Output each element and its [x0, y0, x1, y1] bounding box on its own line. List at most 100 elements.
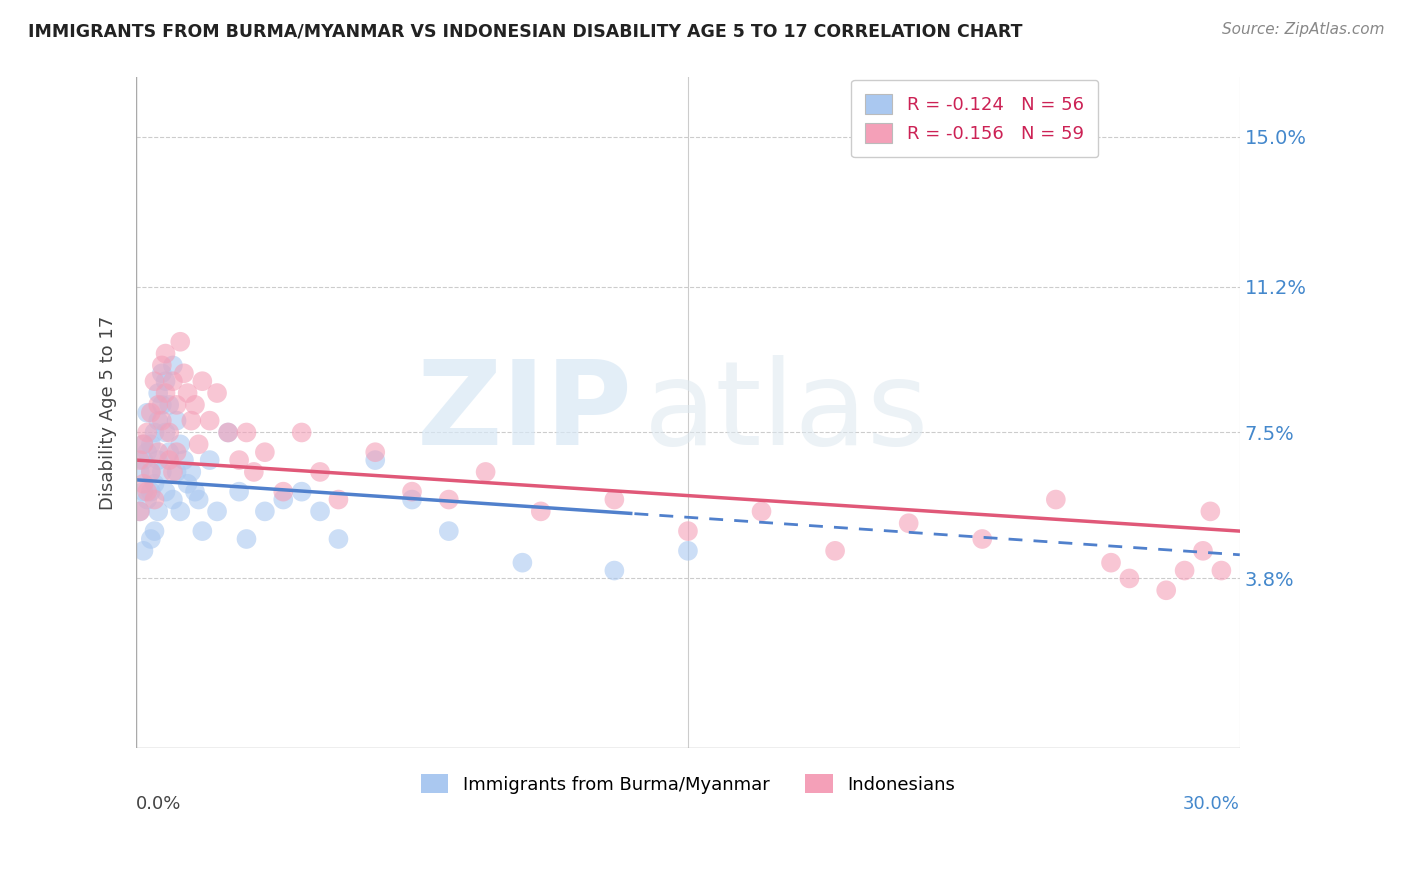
Point: [143, 374, 166, 388]
Point: [603, 492, 626, 507]
Point: [243, 465, 266, 479]
Point: [157, 445, 180, 459]
Point: [155, 484, 177, 499]
Point: [603, 564, 626, 578]
Point: [150, 359, 173, 373]
Point: [155, 374, 177, 388]
Point: [1045, 492, 1067, 507]
Point: [180, 414, 202, 428]
Point: [328, 492, 350, 507]
Point: [676, 524, 699, 538]
Point: [148, 445, 170, 459]
Point: [136, 406, 159, 420]
Point: [128, 504, 150, 518]
Point: [166, 445, 188, 459]
Point: [437, 492, 460, 507]
Point: [271, 492, 294, 507]
Point: [187, 492, 209, 507]
Point: [176, 386, 198, 401]
Point: [235, 532, 257, 546]
Point: [512, 556, 534, 570]
Point: [143, 425, 166, 440]
Point: [1154, 583, 1177, 598]
Point: [271, 484, 294, 499]
Point: [191, 374, 214, 388]
Point: [132, 437, 155, 451]
Point: [401, 484, 423, 499]
Text: IMMIGRANTS FROM BURMA/MYANMAR VS INDONESIAN DISABILITY AGE 5 TO 17 CORRELATION C: IMMIGRANTS FROM BURMA/MYANMAR VS INDONES…: [28, 22, 1022, 40]
Point: [136, 492, 159, 507]
Point: [198, 414, 221, 428]
Point: [173, 367, 195, 381]
Point: [143, 524, 166, 538]
Point: [751, 504, 773, 518]
Point: [173, 453, 195, 467]
Point: [132, 476, 155, 491]
Point: [169, 437, 191, 451]
Point: [132, 453, 155, 467]
Point: [364, 445, 387, 459]
Point: [309, 504, 332, 518]
Point: [162, 374, 184, 388]
Point: [1211, 564, 1233, 578]
Point: [228, 484, 250, 499]
Point: [139, 437, 162, 451]
Point: [169, 334, 191, 349]
Point: [169, 504, 191, 518]
Point: [253, 445, 276, 459]
Point: [217, 425, 239, 440]
Point: [437, 524, 460, 538]
Point: [897, 516, 920, 531]
Point: [162, 465, 184, 479]
Point: [166, 398, 188, 412]
Point: [139, 406, 162, 420]
Point: [132, 484, 155, 499]
Point: [291, 484, 314, 499]
Point: [291, 425, 314, 440]
Point: [205, 504, 228, 518]
Point: [128, 465, 150, 479]
Point: [162, 492, 184, 507]
Point: [1199, 504, 1222, 518]
Point: [401, 492, 423, 507]
Point: [180, 465, 202, 479]
Point: [1099, 556, 1122, 570]
Point: [139, 532, 162, 546]
Point: [184, 484, 207, 499]
Text: 30.0%: 30.0%: [1182, 796, 1240, 814]
Text: 0.0%: 0.0%: [136, 796, 181, 814]
Point: [150, 465, 173, 479]
Point: [676, 544, 699, 558]
Legend: Immigrants from Burma/Myanmar, Indonesians: Immigrants from Burma/Myanmar, Indonesia…: [412, 765, 965, 803]
Text: ZIP: ZIP: [416, 355, 633, 470]
Point: [155, 386, 177, 401]
Point: [1174, 564, 1197, 578]
Point: [253, 504, 276, 518]
Point: [157, 398, 180, 412]
Point: [148, 504, 170, 518]
Point: [148, 453, 170, 467]
Text: atlas: atlas: [644, 355, 929, 470]
Point: [132, 437, 155, 451]
Point: [474, 465, 496, 479]
Point: [155, 425, 177, 440]
Y-axis label: Disability Age 5 to 17: Disability Age 5 to 17: [100, 316, 117, 510]
Point: [191, 524, 214, 538]
Point: [198, 453, 221, 467]
Point: [824, 544, 846, 558]
Point: [136, 484, 159, 499]
Point: [328, 532, 350, 546]
Point: [139, 484, 162, 499]
Point: [155, 346, 177, 360]
Point: [148, 398, 170, 412]
Point: [228, 453, 250, 467]
Point: [143, 476, 166, 491]
Point: [309, 465, 332, 479]
Point: [364, 453, 387, 467]
Point: [136, 425, 159, 440]
Point: [150, 367, 173, 381]
Point: [157, 453, 180, 467]
Text: Source: ZipAtlas.com: Source: ZipAtlas.com: [1222, 22, 1385, 37]
Point: [132, 544, 155, 558]
Point: [139, 465, 162, 479]
